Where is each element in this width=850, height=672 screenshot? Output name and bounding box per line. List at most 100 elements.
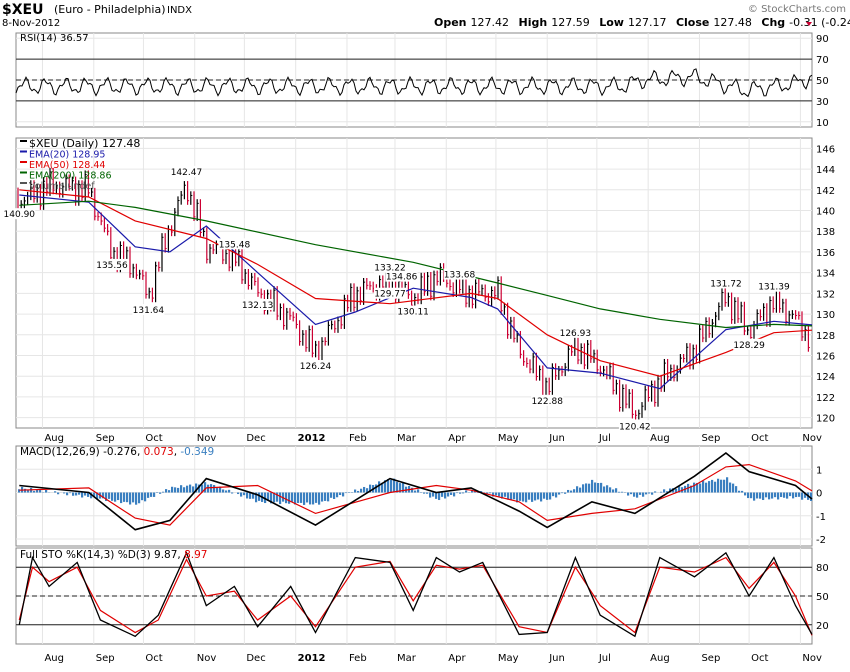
macd-histogram-bar bbox=[357, 491, 359, 493]
macd-histogram-bar bbox=[225, 490, 227, 492]
price-annotation: 120.42 bbox=[619, 422, 651, 432]
macd-histogram-bar bbox=[489, 493, 491, 494]
macd-histogram-bar bbox=[579, 488, 581, 493]
macd-histogram-bar bbox=[591, 480, 593, 493]
macd-histogram-bar bbox=[588, 484, 590, 493]
macd-histogram-bar bbox=[114, 493, 116, 502]
macd-histogram-bar bbox=[288, 493, 290, 504]
x-tick-label: May bbox=[498, 433, 519, 444]
macd-histogram-bar bbox=[756, 493, 758, 499]
macd-histogram-bar bbox=[165, 489, 167, 492]
macd-histogram-bar bbox=[801, 493, 803, 500]
x-tick-label: Nov bbox=[802, 433, 822, 444]
macd-histogram-bar bbox=[639, 493, 641, 495]
macd-histogram-bar bbox=[540, 493, 542, 502]
macd-histogram-bar bbox=[564, 493, 566, 494]
macd-histogram-bar bbox=[702, 481, 704, 493]
y-tick-label: 124 bbox=[816, 372, 835, 383]
macd-histogram-bar bbox=[573, 489, 575, 492]
macd-histogram-bar bbox=[228, 490, 230, 493]
x-tick-label: Jun bbox=[548, 433, 565, 444]
y-tick-label: 122 bbox=[816, 393, 835, 404]
y-tick-label: 144 bbox=[816, 165, 835, 176]
macd-histogram-bar bbox=[585, 483, 587, 492]
macd-histogram-bar bbox=[204, 482, 206, 492]
macd-histogram-bar bbox=[570, 491, 572, 493]
macd-histogram-bar bbox=[138, 493, 140, 504]
y-tick-label: 146 bbox=[816, 144, 835, 155]
x-tick-label-bottom: May bbox=[498, 653, 519, 664]
macd-histogram-bar bbox=[537, 493, 539, 500]
macd-histogram-bar bbox=[597, 483, 599, 493]
macd-histogram-bar bbox=[651, 493, 653, 495]
macd-histogram-bar bbox=[144, 493, 146, 502]
volume-legend-swatch bbox=[20, 182, 27, 184]
x-tick-label-bottom: Nov bbox=[197, 653, 217, 664]
macd-histogram-bar bbox=[609, 487, 611, 492]
y-tick-label: 10 bbox=[816, 118, 829, 129]
macd-histogram-bar bbox=[339, 493, 341, 495]
macd-histogram-bar bbox=[312, 493, 314, 505]
macd-histogram-bar bbox=[180, 485, 182, 492]
macd-histogram-bar bbox=[162, 492, 164, 493]
macd-histogram-bar bbox=[762, 493, 764, 501]
macd-histogram-bar bbox=[534, 493, 536, 501]
macd-histogram-bar bbox=[798, 493, 800, 497]
macd-histogram-bar bbox=[582, 484, 584, 492]
chg-value: -0.31 (-0.24%) bbox=[789, 16, 850, 29]
x-tick-label-bottom: Nov bbox=[802, 653, 822, 664]
sto-legend-d: 8.97 bbox=[184, 549, 207, 561]
macd-histogram-bar bbox=[771, 493, 773, 499]
x-tick-label: Mar bbox=[397, 433, 417, 444]
macd-histogram-bar bbox=[240, 493, 242, 497]
macd-histogram-bar bbox=[450, 493, 452, 495]
macd-histogram-bar bbox=[615, 488, 617, 492]
macd-histogram-bar bbox=[213, 485, 215, 492]
macd-histogram-bar bbox=[444, 493, 446, 499]
macd-histogram-bar bbox=[216, 488, 218, 492]
macd-histogram-bar bbox=[120, 493, 122, 504]
macd-histogram-bar bbox=[75, 493, 77, 496]
macd-histogram-bar bbox=[741, 491, 743, 493]
x-tick-label-bottom: Sep bbox=[96, 653, 115, 664]
macd-histogram-bar bbox=[504, 493, 506, 497]
macd-histogram-bar bbox=[648, 493, 650, 494]
macd-histogram-bar bbox=[186, 486, 188, 493]
macd-histogram-bar bbox=[429, 493, 431, 498]
macd-legend-histogram: -0.349 bbox=[180, 446, 214, 458]
macd-histogram-bar bbox=[777, 493, 779, 500]
price-annotation: 142.47 bbox=[171, 168, 203, 178]
x-tick-label: Oct bbox=[751, 433, 768, 444]
sto-legend-k: 9.87, bbox=[154, 549, 184, 561]
y-tick-label: 126 bbox=[816, 352, 835, 363]
x-tick-label: Nov bbox=[197, 433, 217, 444]
macd-histogram-bar bbox=[378, 481, 380, 492]
macd-histogram-bar bbox=[753, 493, 755, 501]
x-tick-label: 2012 bbox=[298, 433, 326, 444]
macd-histogram-bar bbox=[642, 493, 644, 497]
open-label: Open bbox=[434, 16, 467, 29]
macd-histogram-bar bbox=[612, 489, 614, 492]
macd-histogram-bar bbox=[552, 493, 554, 497]
macd-histogram-bar bbox=[558, 493, 560, 495]
macd-histogram-bar bbox=[603, 486, 605, 492]
macd-histogram-bar bbox=[315, 493, 317, 503]
y-tick-label: 50 bbox=[816, 76, 829, 87]
x-tick-label-bottom: 2012 bbox=[298, 653, 326, 664]
exchange: INDX bbox=[167, 5, 192, 16]
ema200-legend: EMA(200) 128.86 bbox=[29, 171, 112, 182]
macd-histogram-bar bbox=[123, 493, 125, 502]
y-tick-label: 0 bbox=[816, 489, 822, 500]
macd-legend-separator: , bbox=[174, 446, 181, 458]
macd-histogram-bar bbox=[528, 493, 530, 500]
ema50-legend-swatch bbox=[20, 161, 27, 163]
chg-label: Chg bbox=[761, 16, 785, 29]
macd-histogram-bar bbox=[705, 483, 707, 493]
macd-histogram-bar bbox=[66, 493, 68, 496]
macd-histogram-bar bbox=[177, 488, 179, 493]
macd-histogram-bar bbox=[363, 487, 365, 493]
macd-histogram-bar bbox=[726, 477, 728, 492]
